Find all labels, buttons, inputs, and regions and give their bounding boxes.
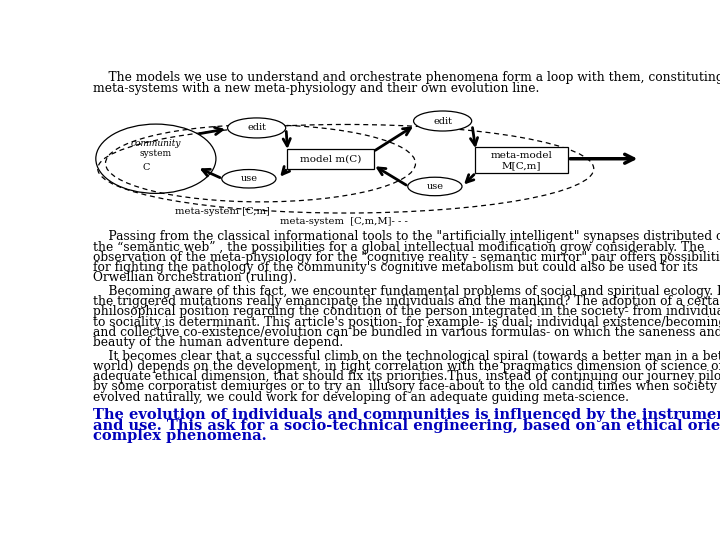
Text: It becomes clear that a successful climb on the technological spiral (towards a : It becomes clear that a successful climb… [93, 350, 720, 363]
Text: community: community [130, 139, 181, 148]
Text: C: C [143, 164, 150, 172]
Text: adequate ethical dimension, that should fix its priorities.Thus, instead of cont: adequate ethical dimension, that should … [93, 370, 720, 383]
Text: edit: edit [433, 117, 452, 125]
Ellipse shape [228, 118, 286, 138]
Text: for fighting the pathology of the community's cognitive metabolism but could als: for fighting the pathology of the commun… [93, 261, 698, 274]
Text: and use. This ask for a socio-technical engineering, based on an ethical oriente: and use. This ask for a socio-technical … [93, 418, 720, 433]
Text: M[C,m]: M[C,m] [502, 161, 541, 170]
Text: philosophical position regarding the condition of the person integrated in the s: philosophical position regarding the con… [93, 305, 720, 319]
Text: The models we use to understand and orchestrate phenomena form a loop with them,: The models we use to understand and orch… [93, 71, 720, 84]
Text: Orwellian orchestration (ruling).: Orwellian orchestration (ruling). [93, 271, 297, 284]
Text: Becoming aware of this fact, we encounter fundamental problems of social and spi: Becoming aware of this fact, we encounte… [93, 285, 720, 298]
Text: evolved naturally, we could work for developing of an adequate guiding meta-scie: evolved naturally, we could work for dev… [93, 390, 629, 403]
Text: by some corporatist demiurges or to try an  illusory face-about to the old candi: by some corporatist demiurges or to try … [93, 380, 717, 393]
Text: The evolution of individuals and communities is influenced by the instrument spa: The evolution of individuals and communi… [93, 408, 720, 422]
Text: and collective co-existence/evolution can be bundled in various formulas- on whi: and collective co-existence/evolution ca… [93, 326, 720, 339]
Text: observation of the meta-physiology for the "cognitive reality - semantic mirror": observation of the meta-physiology for t… [93, 251, 720, 264]
Text: complex phenomena.: complex phenomena. [93, 429, 266, 443]
FancyBboxPatch shape [287, 148, 374, 168]
Text: to sociality is determinant. This article's position- for example- is dual: indi: to sociality is determinant. This articl… [93, 315, 720, 328]
Text: the triggered mutations really emancipate the individuals and the mankind? The a: the triggered mutations really emancipat… [93, 295, 720, 308]
FancyBboxPatch shape [475, 147, 568, 173]
Text: system: system [140, 150, 172, 159]
Ellipse shape [222, 170, 276, 188]
Text: meta-system  [C,m,M]- - -: meta-system [C,m,M]- - - [280, 217, 408, 226]
Ellipse shape [408, 177, 462, 195]
Text: Passing from the classical informational tools to the "artificially intelligent": Passing from the classical informational… [93, 231, 720, 244]
Text: world) depends on the development, in tight correlation with the pragmatics dime: world) depends on the development, in ti… [93, 360, 720, 373]
Text: beauty of the human adventure depend.: beauty of the human adventure depend. [93, 336, 343, 349]
Text: use: use [240, 174, 257, 183]
Text: edit: edit [247, 124, 266, 132]
Text: meta-systems with a new meta-physiology and their own evolution line.: meta-systems with a new meta-physiology … [93, 82, 539, 94]
Text: meta-model: meta-model [491, 151, 553, 160]
Text: the “semantic web” , the possibilities for a global intellectual modification gr: the “semantic web” , the possibilities f… [93, 240, 704, 253]
Text: use: use [426, 182, 444, 191]
Text: meta-system [C,m]: meta-system [C,m] [175, 207, 270, 216]
Ellipse shape [413, 111, 472, 131]
Text: model m(C): model m(C) [300, 154, 361, 163]
